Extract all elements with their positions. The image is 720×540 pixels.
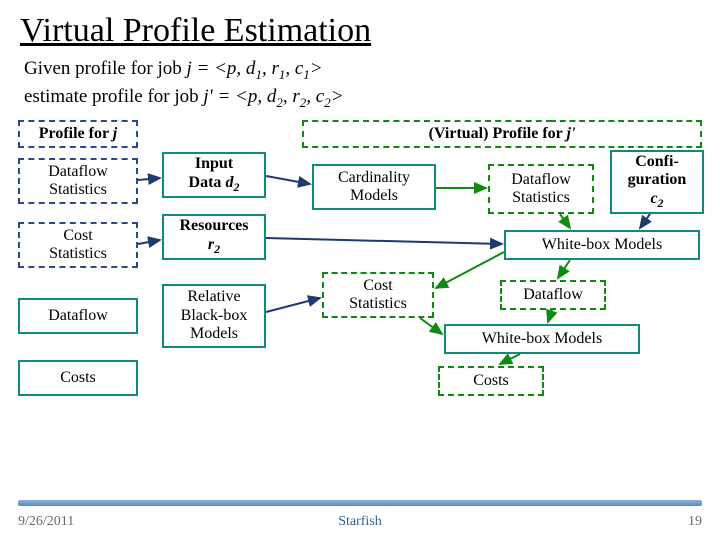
virtual-profile-header-right [550,120,702,148]
txt: Data [189,174,226,191]
subtitle-line1: Given profile for job j = <p, d1, r1, c1… [24,58,323,79]
txt: Dataflow [523,286,583,304]
cardinality-models-box: Cardinality Models [312,164,436,210]
profile-j-header: Profile for j [18,120,138,148]
cost-statistics-box: Cost Statistics [18,222,138,268]
cost-statistics-2-box: Cost Statistics [322,272,434,318]
txt: Dataflow [48,163,108,181]
txt: Statistics [49,181,107,199]
txt: White-box Models [482,330,602,348]
txt: 2 [214,242,220,256]
page-title: Virtual Profile Estimation [0,0,720,50]
whitebox-models-1-box: White-box Models [504,230,700,260]
txt: 2 [658,196,664,210]
txt: > [331,86,344,107]
txt: Input [195,155,233,173]
txt: Statistics [49,245,107,263]
txt: (Virtual) Profile for [429,125,567,142]
txt: , r [262,58,279,79]
txt: White-box Models [542,236,662,254]
txt: Statistics [512,189,570,207]
input-data-box: Input Data d2 [162,152,266,198]
txt: 2 [233,180,239,194]
costs-box: Costs [18,360,138,396]
resources-box: Resources r2 [162,214,266,260]
txt: Dataflow [511,171,571,189]
txt: Cost [63,227,92,245]
costs-2-box: Costs [438,366,544,396]
txt: Cardinality [338,169,410,187]
diagram-area: Profile for j Dataflow Statistics Cost S… [0,112,720,462]
dataflow-box: Dataflow [18,298,138,334]
footer-date: 9/26/2011 [18,514,74,530]
relative-blackbox-box: Relative Black-box Models [162,284,266,348]
dataflow-statistics-box: Dataflow Statistics [18,158,138,204]
txt: Cost [363,277,392,295]
txt: j = <p, d [187,58,256,79]
txt: Models [190,325,238,343]
subtitle: Given profile for job j = <p, d1, r1, c1… [0,50,720,112]
footer-divider [18,500,702,506]
dataflow-statistics-2-box: Dataflow Statistics [488,164,594,214]
footer-center: Starfish [338,514,382,530]
txt: , c [306,86,324,107]
txt: Dataflow [48,307,108,325]
dataflow-2-box: Dataflow [500,280,606,310]
txt: guration [628,171,687,189]
txt: Statistics [349,295,407,313]
txt: Relative [187,288,240,306]
txt: estimate profile for job [24,86,203,107]
txt: Resources [179,217,248,235]
txt: Costs [473,372,509,390]
txt: Profile for [39,125,113,142]
whitebox-models-2-box: White-box Models [444,324,640,354]
txt: , c [285,58,303,79]
txt: > [310,58,323,79]
txt: j' = <p, d [203,86,276,107]
configuration-box: Confi- guration c2 [610,150,704,214]
txt: Confi- [635,153,679,171]
txt: c [650,190,657,207]
txt: Models [350,187,398,205]
txt: Given profile for job [24,58,187,79]
footer-page: 19 [688,514,702,530]
txt: Costs [60,369,96,387]
subtitle-line2: estimate profile for job j' = <p, d2, r2… [24,86,344,107]
txt: , r [283,86,300,107]
footer: 9/26/2011 Starfish 19 [18,514,702,530]
txt: Black-box [181,307,248,325]
txt: j [113,125,117,142]
